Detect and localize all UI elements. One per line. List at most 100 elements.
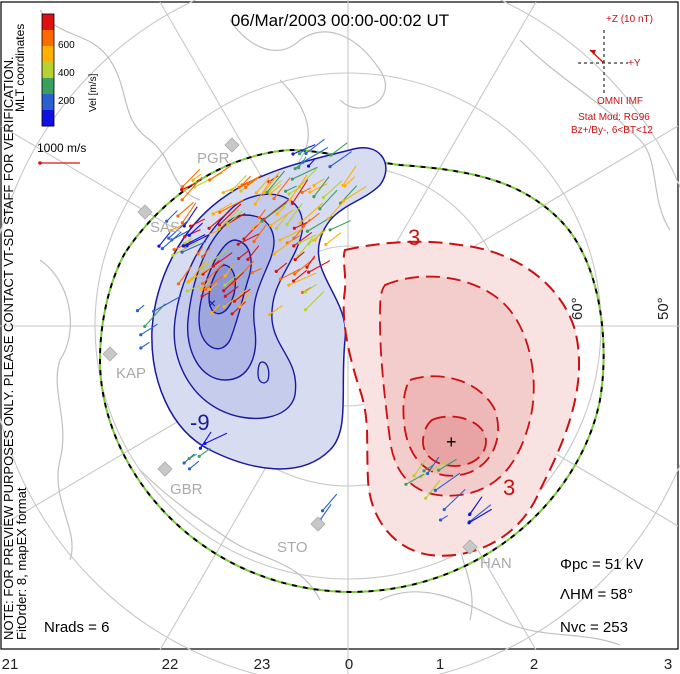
velocity-vector: [189, 460, 200, 470]
colorbar-tick-400: 400: [58, 68, 75, 79]
velocity-vector: [469, 504, 492, 522]
velocity-vector-origin: [222, 305, 226, 309]
heppner-maynard-latitude: ΛHM = 58°: [560, 586, 633, 603]
site-label-sto: STO: [277, 539, 308, 556]
coastlines: [39, 9, 671, 646]
velocity-vector: [187, 284, 201, 292]
velocity-vector-origin: [181, 185, 185, 189]
velocity-vector-origin: [222, 289, 226, 293]
site-marker-sas: [137, 204, 153, 220]
velocity-vector: [405, 473, 425, 485]
imf-y-label: +Y: [628, 58, 641, 69]
velocity-vector-origin: [139, 333, 143, 337]
velocity-vector-origin: [274, 269, 278, 273]
velocity-vector: [219, 199, 244, 213]
velocity-vector-origin: [208, 178, 212, 182]
velocity-vector: [178, 266, 192, 285]
cross-polar-potential: Φpc = 51 kV: [560, 556, 643, 573]
velocity-vector-origin: [292, 244, 296, 248]
site-marker-pgr: [224, 137, 240, 153]
velocity-vector-origin: [328, 228, 332, 232]
velocity-vector-origin: [180, 198, 184, 202]
velocity-vector: [204, 432, 228, 445]
velocity-vector-origin: [303, 290, 307, 294]
velocity-vector: [270, 209, 294, 226]
velocity-vector: [171, 230, 189, 241]
velocity-vector: [293, 232, 313, 247]
velocity-vector: [292, 144, 316, 155]
velocity-vectors: [135, 138, 492, 525]
colorbar-cell: [42, 94, 54, 111]
velocity-vector-origin: [237, 185, 241, 189]
velocity-vector: [435, 472, 461, 491]
lat-label-50: 50°: [655, 297, 672, 320]
velocity-vector: [329, 151, 352, 168]
colorbar-cell: [42, 78, 54, 95]
velocity-vector: [313, 178, 325, 186]
velocity-vector: [291, 179, 309, 204]
velocity-vector: [183, 234, 206, 247]
velocity-vector: [261, 202, 288, 222]
positive-contour-label-lower: 3: [503, 475, 515, 500]
velocity-vector: [423, 464, 434, 472]
velocity-vector-origin: [260, 219, 264, 223]
mlt-tick-2: 2: [530, 656, 538, 673]
velocity-vector-origin: [167, 236, 171, 240]
velocity-vector-origin: [169, 228, 173, 232]
velocity-vector: [329, 220, 351, 231]
velocity-vector-origin: [321, 195, 326, 200]
velocity-vector-origin: [171, 253, 175, 257]
radar-sites: [102, 137, 478, 555]
velocity-vector-origin: [160, 246, 164, 251]
velocity-vector: [269, 179, 282, 192]
velocity-vector-origin: [203, 441, 207, 446]
velocity-vector: [225, 285, 239, 297]
imf-source: OMNI IMF: [597, 96, 643, 107]
velocity-vector: [192, 173, 202, 181]
velocity-vector: [314, 229, 324, 241]
velocity-vector-origin: [218, 210, 222, 214]
velocity-vector-origin: [226, 222, 230, 226]
velocity-vector: [266, 170, 285, 193]
velocity-vector: [294, 221, 308, 229]
velocity-vector-origin: [198, 446, 203, 450]
site-label-han: HAN: [480, 555, 512, 572]
velocity-vector-origin: [223, 274, 227, 278]
velocity-vector: [288, 272, 317, 286]
colorbar-axis-label: Vel [m/s]: [88, 73, 99, 112]
velocity-vector: [201, 249, 228, 269]
velocity-vector: [208, 211, 230, 229]
velocity-vector-origin: [305, 229, 310, 233]
velocity-vector: [308, 260, 331, 273]
velocity-vector: [202, 262, 225, 284]
site-label-kap: KAP: [116, 365, 146, 382]
velocity-vector-origin: [187, 233, 191, 237]
velocity-vector-origin: [200, 281, 205, 286]
velocity-vector: [275, 262, 288, 272]
velocity-vector-origin: [324, 242, 328, 247]
velocity-vector-origin: [200, 294, 204, 298]
velocity-vector-origin: [180, 250, 184, 254]
velocity-vector-origin: [341, 199, 346, 203]
velocity-vector: [238, 249, 250, 259]
velocity-vector-origin: [239, 189, 243, 193]
coastline-greenland: [139, 469, 321, 601]
velocity-vector: [209, 282, 218, 290]
velocity-vector-origin: [292, 226, 296, 230]
site-marker-han: [462, 539, 478, 555]
colorbar-cell: [42, 14, 54, 31]
velocity-vector-origin: [257, 215, 262, 220]
velocity-vector: [209, 165, 232, 181]
negative-contour-label: -9: [190, 410, 210, 435]
imf-model: Stat Mod: RG96: [578, 112, 650, 123]
velocity-vector-origin: [253, 202, 257, 206]
velocity-vector: [293, 270, 307, 282]
velocity-vector: [302, 146, 329, 163]
velocity-vector-origin: [254, 191, 258, 195]
vector-scale-label: 1000 m/s: [37, 141, 86, 155]
coastline-east: [519, 39, 671, 231]
velocity-vector: [234, 288, 251, 302]
velocity-vector: [330, 142, 348, 156]
velocity-vector-origin: [211, 212, 215, 216]
velocity-vector: [308, 158, 316, 167]
